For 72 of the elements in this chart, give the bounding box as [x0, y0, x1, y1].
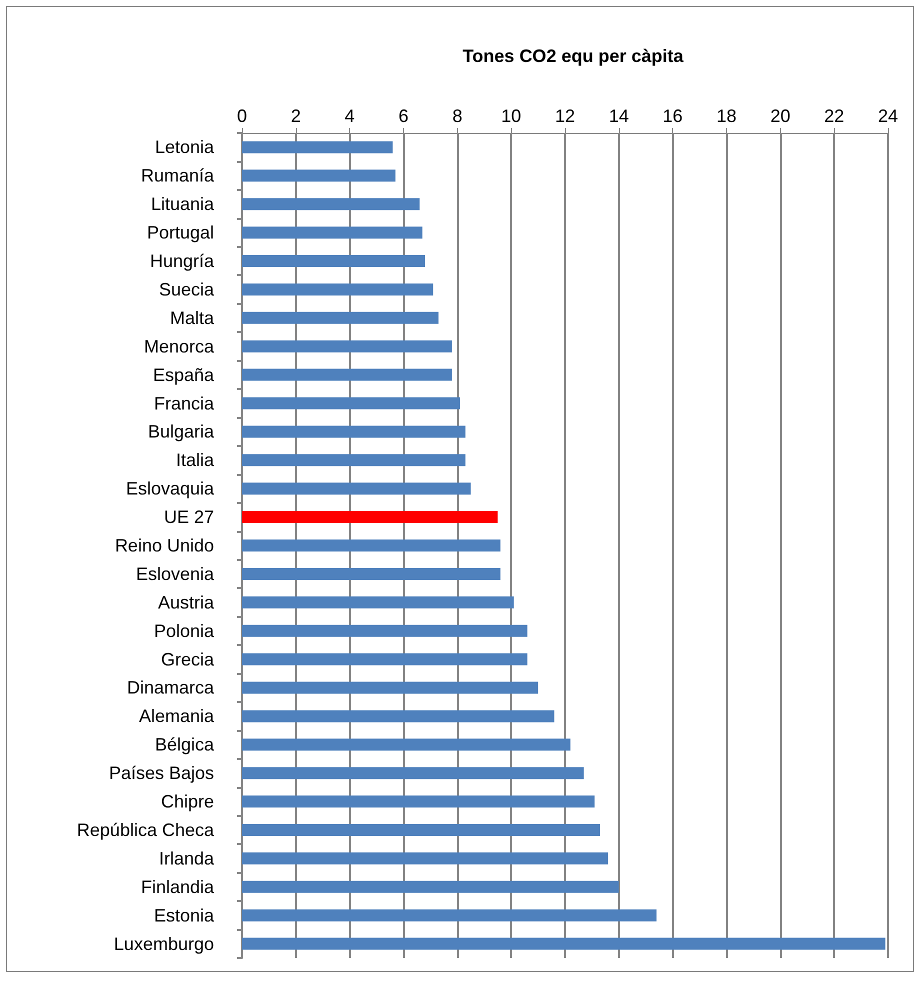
y-tick-label: Letonia [154, 137, 215, 158]
y-tick-label: Grecia [160, 649, 215, 670]
x-tick-label: 20 [770, 106, 790, 126]
bar [242, 170, 396, 182]
y-tick-label: Finlandia [140, 876, 215, 897]
x-tick-label: 24 [878, 106, 898, 126]
bar [242, 283, 434, 296]
x-tick-label: 2 [290, 106, 301, 126]
bar [242, 226, 422, 239]
y-tick-label: Francia [154, 393, 215, 414]
bar [242, 880, 619, 893]
bar [242, 824, 600, 836]
x-tick-label: 0 [236, 106, 248, 126]
y-tick-label: UE 27 [164, 507, 214, 528]
y-tick-label: Países Bajos [108, 763, 214, 784]
bar [242, 682, 538, 694]
y-tick-label: Malta [170, 308, 215, 328]
x-tick-label: 14 [608, 106, 629, 126]
x-tick-label: 22 [824, 106, 844, 126]
bar [242, 198, 420, 210]
y-tick-label: Italia [176, 450, 215, 470]
y-tick-label: España [152, 364, 215, 385]
bar [242, 340, 452, 352]
bar [242, 511, 498, 524]
bar [242, 738, 570, 751]
y-tick-label: Menorca [144, 336, 215, 356]
y-tick-label: Austria [158, 592, 215, 612]
y-tick-label: República Checa [76, 820, 215, 840]
bar [242, 653, 528, 666]
x-tick-label: 4 [344, 106, 355, 126]
y-tick-label: Luxemburgo [114, 934, 214, 954]
x-tick-label: 8 [452, 106, 462, 126]
bar [242, 796, 595, 808]
y-tick-label: Suecia [158, 279, 215, 300]
bar [242, 568, 500, 580]
chart-title: Tones CO2 equ per càpita [462, 46, 684, 66]
y-tick-label: Estonia [154, 905, 215, 926]
bar [242, 141, 393, 154]
bar [242, 596, 514, 608]
y-tick-label: Eslovaquia [126, 478, 215, 499]
x-tick-label: 16 [662, 106, 683, 126]
y-tick-label: Hungría [150, 251, 215, 272]
bar [242, 426, 466, 438]
bar [242, 397, 460, 410]
y-tick-label: Reino Unido [114, 536, 214, 556]
bar [242, 909, 657, 922]
bar [242, 255, 426, 268]
bar [242, 312, 438, 324]
bar [242, 540, 500, 552]
y-tick-label: Eslovenia [136, 564, 215, 584]
bar [242, 482, 471, 495]
bar [242, 454, 466, 466]
bar [242, 767, 584, 780]
bar [242, 368, 452, 381]
x-tick-label: 6 [398, 106, 409, 126]
y-tick-label: Alemania [138, 706, 215, 726]
y-tick-label: Irlanda [158, 848, 215, 868]
y-tick-label: Polonia [154, 620, 215, 641]
bar [242, 710, 554, 722]
x-tick-label: 10 [501, 106, 522, 126]
x-tick-label: 12 [554, 106, 576, 126]
y-tick-label: Bélgica [154, 734, 215, 755]
y-tick-label: Lituania [150, 194, 215, 214]
x-tick-label: 18 [716, 106, 737, 126]
bar [242, 624, 528, 637]
bar [242, 852, 608, 864]
y-tick-label: Rumanía [140, 166, 215, 186]
bar [242, 938, 886, 950]
y-tick-label: Portugal [146, 222, 214, 243]
y-tick-label: Dinamarca [126, 678, 215, 698]
y-tick-label: Chipre [160, 792, 214, 812]
y-tick-label: Bulgaria [148, 422, 215, 442]
